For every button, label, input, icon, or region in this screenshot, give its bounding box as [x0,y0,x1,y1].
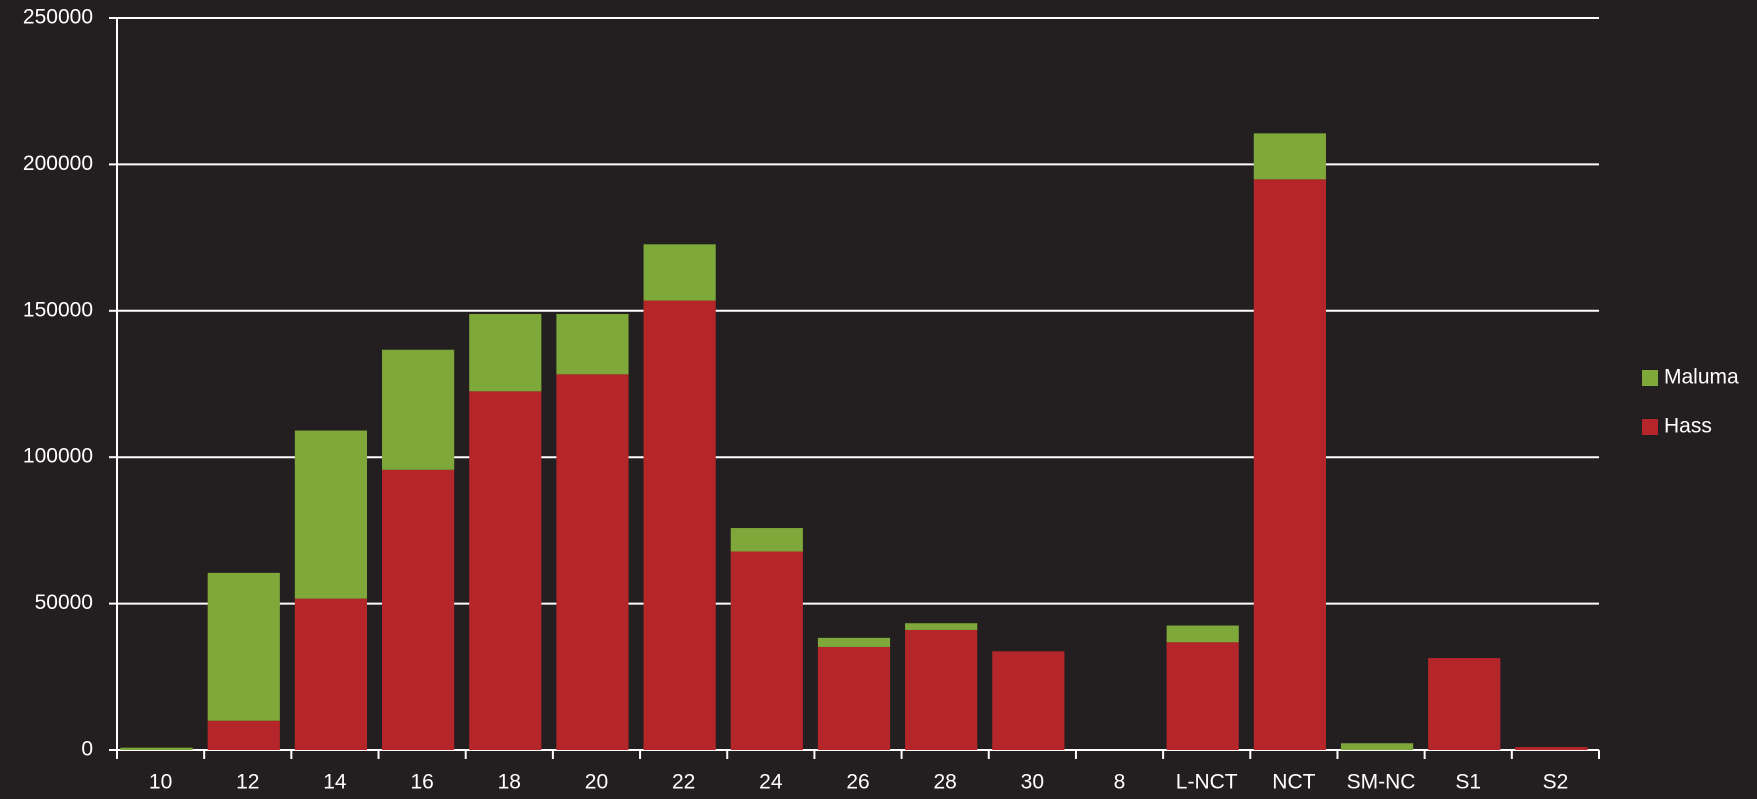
x-tick-label: 30 [1021,771,1044,794]
x-tick-label: L-NCT [1176,771,1238,794]
legend-label: Maluma [1664,366,1739,389]
x-tick-label: 24 [759,771,783,794]
bar-segment [294,430,368,599]
bar-segment [120,747,193,750]
bar-segment [382,469,455,750]
legend-swatch [1642,419,1658,435]
x-tick-label: S2 [1543,771,1569,794]
bar-segment [817,646,891,750]
bar-segment [1166,642,1239,750]
bar-segment [1515,747,1588,750]
x-tick-label: 20 [585,771,608,794]
bar-segment [294,598,368,750]
x-tick-label: NCT [1272,771,1315,794]
bar-segment [1253,133,1326,180]
y-tick-label: 150000 [23,298,93,321]
x-tick-label: 10 [149,771,172,794]
bar-segment [1428,658,1501,750]
bar-segment [469,314,542,392]
y-tick-label: 50000 [35,591,93,614]
bar-segment [643,244,716,301]
bar-segment [382,349,455,470]
bar-segment [556,314,629,375]
legend-label: Hass [1664,415,1712,438]
x-tick-label: 28 [933,771,956,794]
bar-segment [643,300,716,750]
bar-segment [992,651,1065,750]
bar-segment [207,572,280,721]
y-tick-label: 250000 [23,6,93,29]
x-tick-label: 14 [323,771,347,794]
bar-segment [730,528,803,552]
bar-segment [905,629,978,750]
x-tick-label: 18 [498,771,521,794]
bar-segment [1253,179,1326,751]
bar-segment [1340,743,1414,750]
y-tick-label: 100000 [23,445,93,468]
bar-segment [730,551,803,750]
x-tick-label: 12 [236,771,259,794]
bar-segment [817,637,891,647]
bar-segment [556,374,629,750]
legend-swatch [1642,370,1658,386]
x-tick-label: SM-NC [1347,771,1416,794]
bar-segment [905,623,978,630]
bar-segment [1166,625,1239,643]
x-tick-label: S1 [1455,771,1481,794]
x-tick-label: 22 [672,771,695,794]
x-tick-label: 26 [846,771,869,794]
y-tick-label: 0 [81,738,93,761]
bar-segment [207,720,280,750]
x-tick-label: 16 [410,771,433,794]
y-tick-label: 200000 [23,152,93,175]
bar-segment [469,391,542,750]
x-tick-label: 8 [1114,771,1126,794]
